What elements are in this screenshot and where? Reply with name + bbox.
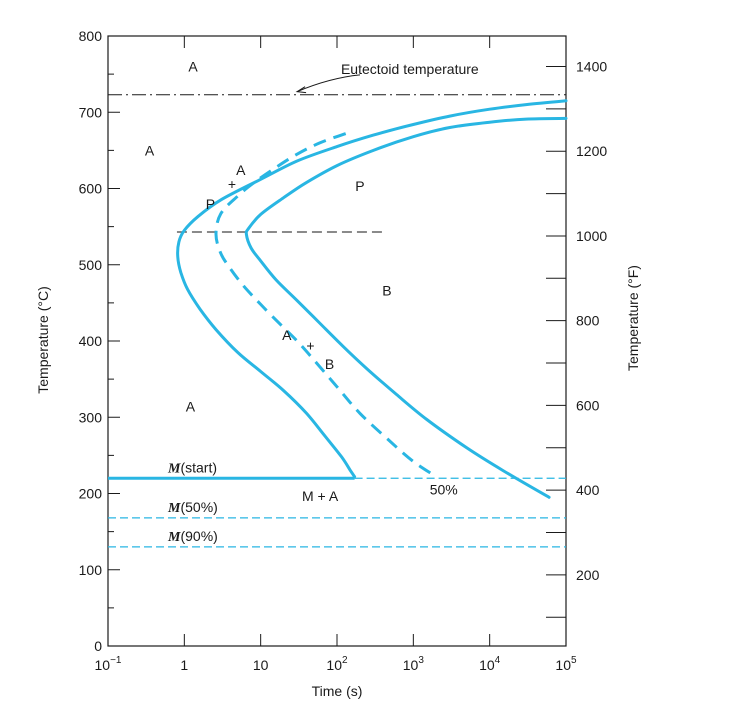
axis-titles: Time (s) Temperature (°C) Temperature (°… bbox=[35, 265, 641, 699]
region-label: P bbox=[355, 178, 364, 194]
region-label: A bbox=[236, 162, 246, 178]
region-label: B bbox=[325, 356, 334, 372]
y-tick-label: 500 bbox=[79, 257, 103, 273]
transformation-finish-curve bbox=[244, 116, 568, 499]
y-axis-title-right: Temperature (°F) bbox=[625, 265, 641, 371]
eutectoid-label: Eutectoid temperature bbox=[341, 61, 479, 77]
y-tick-label: 200 bbox=[79, 486, 103, 502]
y-tick-label: 800 bbox=[79, 28, 103, 44]
transformation-start-curve bbox=[176, 99, 568, 479]
y-tick-label: 0 bbox=[94, 638, 102, 654]
y-right-tick-label: 1400 bbox=[576, 59, 607, 75]
y-right-tick-label: 200 bbox=[576, 567, 600, 583]
x-tick-label: 1 bbox=[180, 657, 188, 673]
fifty-percent-curve bbox=[214, 132, 438, 478]
y-tick-label: 100 bbox=[79, 562, 103, 578]
x-tick-label: 10 bbox=[253, 657, 269, 673]
region-label: P bbox=[206, 196, 215, 212]
transformation-curves bbox=[176, 99, 568, 499]
x-tick-label: 104 bbox=[479, 655, 501, 673]
plus-markers: ++ bbox=[228, 176, 315, 354]
region-label: B bbox=[382, 283, 391, 299]
region-labels: A A A P P B A B A M + A 50% bbox=[145, 59, 458, 504]
region-label: M + A bbox=[302, 488, 339, 504]
y-right-tick-label: 1000 bbox=[576, 228, 607, 244]
y-axis-title-left: Temperature (°C) bbox=[35, 286, 51, 394]
y-right-tick-label: 400 bbox=[576, 482, 600, 498]
martensite-lines: M(start) M(50%) M(90%) bbox=[108, 459, 566, 548]
martensite-label: M(90%) bbox=[167, 528, 218, 545]
y-tick-label: 700 bbox=[79, 104, 103, 120]
region-label: A bbox=[282, 327, 292, 343]
y-right-tick-label: 600 bbox=[576, 397, 600, 413]
region-label: A bbox=[145, 142, 155, 158]
region-label: 50% bbox=[430, 482, 458, 498]
axis-ticks-and-labels: 0 100 200 300 400 500 600 700 800 200 400 600 800 100… bbox=[79, 28, 608, 673]
plus-marker: + bbox=[306, 338, 314, 354]
region-label: A bbox=[188, 59, 198, 75]
x-tick-label: 103 bbox=[403, 655, 425, 673]
x-tick-label: 10−1 bbox=[95, 655, 122, 673]
y-right-tick-label: 800 bbox=[576, 313, 600, 329]
x-tick-label: 102 bbox=[326, 655, 348, 673]
reference-lines: Eutectoid temperature bbox=[108, 61, 566, 233]
plus-marker: + bbox=[228, 176, 236, 192]
martensite-label: M(start) bbox=[167, 459, 217, 476]
region-label: A bbox=[186, 399, 196, 415]
martensite-label: M(50%) bbox=[167, 499, 218, 516]
y-tick-label: 300 bbox=[79, 409, 103, 425]
x-axis-title: Time (s) bbox=[312, 683, 363, 699]
eutectoid-leader-line bbox=[296, 74, 361, 93]
y-tick-label: 400 bbox=[79, 333, 103, 349]
x-tick-label: 105 bbox=[555, 655, 577, 673]
y-tick-label: 600 bbox=[79, 181, 103, 197]
eutectoid-arrowhead bbox=[295, 86, 307, 94]
y-right-tick-label: 1200 bbox=[576, 143, 607, 159]
